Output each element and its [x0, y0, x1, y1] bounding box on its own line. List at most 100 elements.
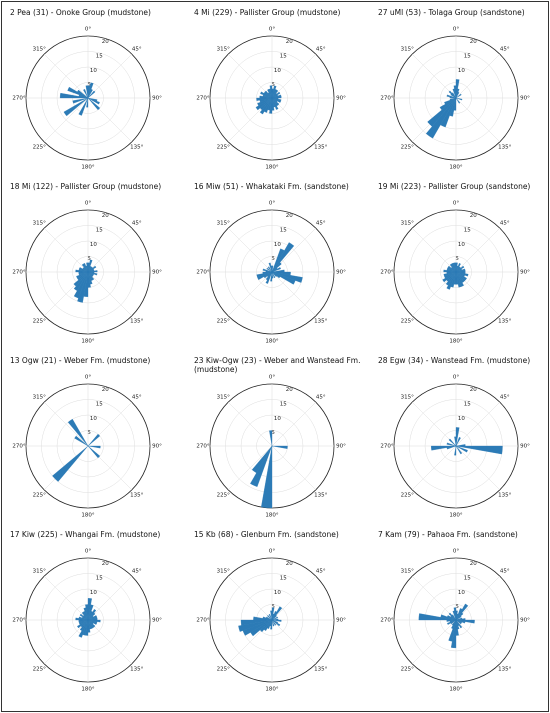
r-tick-label: 5	[455, 604, 459, 610]
rose-wedge	[271, 445, 288, 449]
rose-wedge	[85, 85, 89, 99]
theta-tick-label: 225°	[217, 144, 230, 150]
rose-wedge	[455, 619, 463, 629]
theta-tick-label: 270°	[12, 270, 25, 276]
theta-tick-label: 0°	[453, 549, 459, 555]
theta-tick-label: 135°	[498, 144, 511, 150]
theta-tick-label: 225°	[401, 318, 414, 324]
r-tick-label: 15	[464, 402, 471, 408]
theta-tick-label: 45°	[500, 47, 510, 53]
rose-wedge	[271, 91, 281, 99]
grid-spoke	[43, 619, 89, 665]
rose-wedge	[271, 619, 281, 627]
grid-spoke	[411, 227, 457, 273]
rose-wedge	[240, 619, 273, 626]
theta-tick-label: 0°	[269, 201, 275, 207]
rose-wedge	[87, 90, 96, 99]
grid-spoke	[455, 575, 501, 621]
r-tick-label: 15	[280, 228, 287, 234]
rose-wedge	[271, 271, 277, 277]
r-tick-label: 5	[87, 82, 91, 88]
theta-tick-label: 135°	[314, 318, 327, 324]
panel-title: 7 Kam (79) - Pahaoa Fm. (sandstone)	[378, 530, 518, 539]
theta-tick-label: 90°	[152, 444, 162, 450]
grid-spoke	[455, 445, 501, 491]
theta-tick-label: 225°	[33, 666, 46, 672]
r-tick-label: 5	[271, 430, 275, 436]
rose-wedge	[269, 430, 273, 447]
r-tick-label: 15	[96, 54, 103, 60]
rose-wedge	[453, 607, 457, 621]
rose-wedge	[268, 613, 273, 621]
rose-wedge	[78, 97, 89, 116]
theta-tick-label: 180°	[265, 513, 278, 519]
theta-tick-label: 45°	[316, 569, 326, 575]
r-tick-label: 20	[102, 213, 109, 219]
theta-tick-label: 270°	[196, 270, 209, 276]
r-tick-label: 15	[96, 576, 103, 582]
theta-tick-label: 135°	[314, 144, 327, 150]
theta-tick-label: 45°	[132, 221, 142, 227]
grid-spoke	[411, 445, 457, 491]
grid-spoke	[227, 227, 273, 273]
r-tick-label: 20	[286, 39, 293, 45]
theta-tick-label: 270°	[12, 618, 25, 624]
theta-tick-label: 225°	[217, 492, 230, 498]
theta-tick-label: 135°	[498, 318, 511, 324]
r-tick-label: 15	[464, 576, 471, 582]
theta-tick-label: 90°	[336, 270, 346, 276]
rose-wedge	[454, 445, 457, 456]
panel-title: 27 uMl (53) - Tolaga Group (sandstone)	[378, 8, 525, 17]
rose-wedge	[439, 97, 457, 111]
r-tick-label: 20	[470, 561, 477, 567]
rose-wedge	[79, 619, 89, 631]
r-tick-label: 20	[470, 387, 477, 393]
rose-wedge	[271, 96, 282, 99]
panel-title: 4 Mi (229) - Pallister Group (mudstone)	[194, 8, 341, 17]
theta-tick-label: 315°	[217, 47, 230, 53]
theta-tick-label: 180°	[81, 687, 94, 693]
grid-spoke	[87, 227, 133, 273]
theta-tick-label: 45°	[500, 395, 510, 401]
grid-spoke	[455, 227, 501, 273]
rose-wedge	[271, 267, 281, 273]
theta-tick-label: 315°	[33, 47, 46, 53]
r-tick-label: 15	[96, 228, 103, 234]
theta-tick-label: 180°	[449, 687, 462, 693]
theta-tick-label: 90°	[336, 96, 346, 102]
rose-wedge	[448, 612, 457, 621]
r-tick-label: 20	[286, 387, 293, 393]
theta-tick-label: 180°	[81, 339, 94, 345]
rose-wedge	[431, 445, 457, 451]
grid-spoke	[455, 53, 501, 99]
r-tick-label: 10	[90, 590, 97, 596]
rose-wedge	[73, 271, 89, 299]
theta-tick-label: 180°	[265, 687, 278, 693]
theta-tick-label: 45°	[132, 569, 142, 575]
theta-tick-label: 135°	[498, 666, 511, 672]
theta-tick-label: 135°	[314, 666, 327, 672]
theta-tick-label: 225°	[401, 492, 414, 498]
rose-wedge	[83, 89, 89, 99]
panel-title: 23 Kiw-Ogw (23) - Weber and Wanstead Fm.…	[194, 356, 361, 374]
rose-wedge	[256, 97, 273, 101]
rose-wedge	[78, 619, 89, 638]
theta-tick-label: 315°	[33, 569, 46, 575]
theta-tick-label: 315°	[217, 395, 230, 401]
theta-tick-label: 0°	[453, 375, 459, 381]
rose-wedge	[454, 436, 457, 447]
rose-wedge	[453, 85, 457, 99]
grid-spoke	[227, 575, 273, 621]
r-tick-label: 15	[464, 228, 471, 234]
rose-wedge	[271, 262, 282, 273]
rose-wedge	[455, 445, 463, 455]
rose-wedge	[73, 271, 89, 287]
rose-wedge	[271, 606, 283, 621]
rose-wedge	[87, 89, 93, 99]
r-tick-label: 10	[458, 416, 465, 422]
rose-wedge	[67, 418, 89, 447]
rose-wedge	[86, 262, 89, 273]
theta-tick-label: 90°	[152, 96, 162, 102]
rose-wedge	[259, 97, 273, 115]
